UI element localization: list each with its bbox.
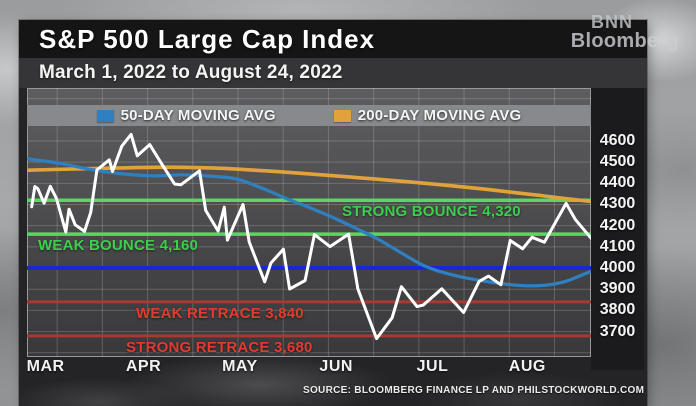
x-tick-label: MAY — [222, 358, 258, 375]
chart-canvas — [27, 88, 591, 357]
title-bar: S&P 500 Large Cap Index — [19, 20, 647, 58]
y-tick-label: 4500 — [599, 153, 636, 171]
series-s-p-500-index — [30, 132, 591, 341]
level-label: STRONG RETRACE 3,680 — [126, 338, 313, 356]
legend-item-200day: 200-DAY MOVING AVG — [333, 107, 522, 124]
x-tick-label: AUG — [508, 358, 546, 375]
legend: 50-DAY MOVING AVG 200-DAY MOVING AVG — [27, 105, 591, 126]
y-tick-label: 4000 — [599, 259, 636, 277]
subtitle-bar: March 1, 2022 to August 24, 2022 — [19, 58, 647, 88]
source-credit: SOURCE: BLOOMBERG FINANCE LP AND PHILSTO… — [303, 385, 645, 396]
y-tick-label: 4200 — [599, 216, 636, 234]
date-range: March 1, 2022 to August 24, 2022 — [39, 62, 343, 83]
plot-area — [27, 88, 591, 357]
y-tick-label: 3800 — [599, 301, 636, 319]
series-50-day-moving-avg — [27, 157, 591, 288]
legend-swatch-200day-icon — [333, 109, 351, 122]
y-tick-label: 3700 — [599, 322, 636, 340]
y-tick-label: 4300 — [599, 195, 636, 213]
level-label: WEAK BOUNCE 4,160 — [38, 237, 199, 255]
page-title: S&P 500 Large Cap Index — [39, 23, 376, 54]
x-tick-label: JUL — [416, 358, 449, 375]
level-label: WEAK RETRACE 3,840 — [136, 304, 304, 322]
y-axis-strip — [591, 88, 644, 370]
y-tick-label: 4100 — [599, 237, 636, 255]
legend-label-200day: 200-DAY MOVING AVG — [357, 107, 522, 124]
series-200-day-moving-avg — [27, 165, 591, 204]
legend-swatch-50day-icon — [96, 109, 114, 122]
y-tick-label: 4600 — [599, 131, 636, 149]
legend-item-50day: 50-DAY MOVING AVG — [96, 107, 276, 124]
x-tick-label: APR — [125, 358, 162, 375]
level-label: STRONG BOUNCE 4,320 — [342, 203, 521, 221]
y-tick-label: 4400 — [599, 174, 636, 192]
x-tick-label: MAR — [26, 358, 65, 375]
y-tick-label: 3900 — [599, 280, 636, 298]
legend-label-50day: 50-DAY MOVING AVG — [120, 107, 276, 124]
x-tick-label: JUN — [319, 358, 353, 375]
